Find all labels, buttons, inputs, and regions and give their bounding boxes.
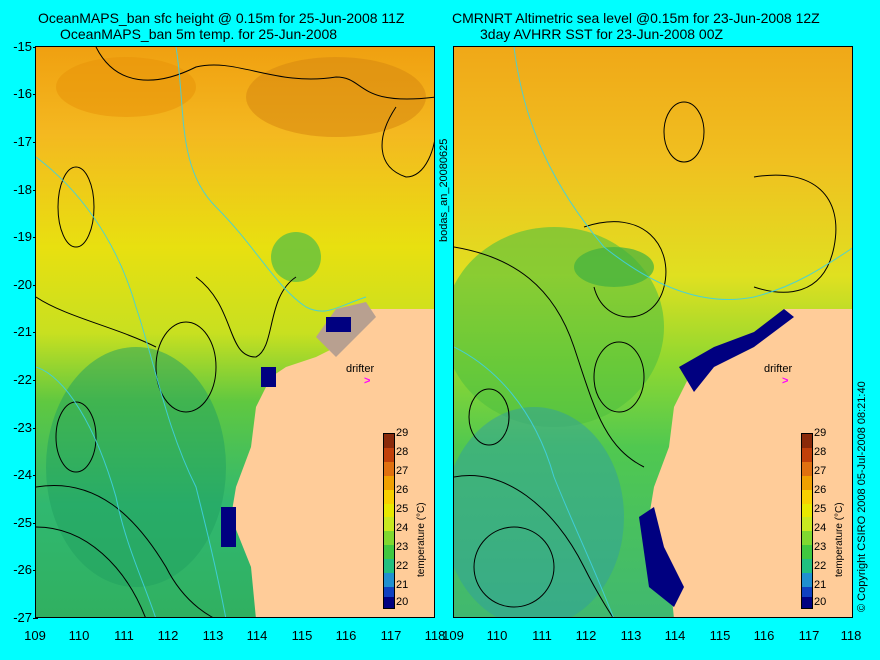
- right-colorbar: [801, 433, 813, 609]
- y-tick: -22: [2, 372, 38, 387]
- warm-patch: [246, 57, 426, 137]
- cold-upwelling: [679, 309, 794, 392]
- x-tick: 117: [380, 628, 402, 643]
- colorbar-tick: 23: [814, 541, 827, 553]
- x-tick: 112: [157, 628, 179, 643]
- depth-contours: [36, 47, 367, 617]
- left-map-panel: drifter > 29 28 27 26 25 24 23 22 21 20 …: [35, 46, 435, 618]
- y-tick: -27: [2, 610, 38, 625]
- colorbar-tick: 22: [396, 560, 409, 572]
- colorbar-title: temperature (°C): [416, 502, 427, 577]
- y-tick: -25: [2, 515, 38, 530]
- x-tick: 110: [68, 628, 90, 643]
- drifter-marker-icon: >: [364, 375, 371, 387]
- x-tick: 116: [335, 628, 357, 643]
- left-map-svg: [36, 47, 434, 617]
- cool-patch: [574, 247, 654, 287]
- x-tick: 111: [532, 628, 552, 643]
- center-label: bodas_an_20080625: [438, 138, 450, 242]
- left-title-line2: OceanMAPS_ban 5m temp. for 25-Jun-2008: [60, 26, 338, 42]
- x-tick: 113: [202, 628, 224, 643]
- sea-level-contours: [454, 101, 837, 617]
- drifter-marker-icon: >: [782, 375, 789, 387]
- colorbar-tick: 27: [814, 465, 827, 477]
- x-tick: 114: [246, 628, 268, 643]
- colorbar-tick: 22: [814, 560, 827, 572]
- colorbar-tick: 20: [814, 596, 827, 608]
- cool-patch: [46, 347, 226, 587]
- y-tick: -17: [2, 134, 38, 149]
- warm-patch: [56, 57, 196, 117]
- x-tick: 118: [424, 628, 446, 643]
- right-title-line2: 3day AVHRR SST for 23-Jun-2008 00Z: [480, 26, 724, 42]
- y-tick: -19: [2, 229, 38, 244]
- cold-coastal-cell: [261, 367, 276, 387]
- colorbar-tick: 25: [814, 503, 827, 515]
- x-tick: 109: [24, 628, 46, 643]
- x-tick: 116: [753, 628, 775, 643]
- colorbar-title: temperature (°C): [834, 502, 845, 577]
- left-title-line1: OceanMAPS_ban sfc height @ 0.15m for 25-…: [38, 10, 405, 26]
- colorbar-tick: 29: [396, 427, 409, 439]
- colorbar-tick: 21: [396, 579, 409, 591]
- copyright-label: © Copyright CSIRO 2008 05-Jul-2008 08:21…: [856, 381, 868, 612]
- depth-contours: [454, 47, 852, 617]
- x-tick: 111: [114, 628, 134, 643]
- y-tick: -21: [2, 324, 38, 339]
- colorbar-tick: 24: [396, 522, 409, 534]
- cold-coastal-cell: [221, 507, 236, 547]
- right-title-line1: CMRNRT Altimetric sea level @0.15m for 2…: [452, 10, 820, 26]
- x-tick: 113: [620, 628, 642, 643]
- y-tick: -23: [2, 420, 38, 435]
- x-tick: 117: [798, 628, 820, 643]
- x-tick: 112: [575, 628, 597, 643]
- cold-coastal-cell: [326, 317, 351, 332]
- cold-upwelling: [639, 507, 684, 607]
- x-tick: 115: [709, 628, 731, 643]
- right-map-svg: [454, 47, 852, 617]
- colorbar-tick: 29: [814, 427, 827, 439]
- x-tick: 114: [664, 628, 686, 643]
- y-tick: -26: [2, 562, 38, 577]
- y-tick: -20: [2, 277, 38, 292]
- y-tick: -24: [2, 467, 38, 482]
- sea-level-contours: [36, 47, 434, 617]
- colorbar-tick: 28: [396, 446, 409, 458]
- colorbar-tick: 20: [396, 596, 409, 608]
- y-tick: -16: [2, 86, 38, 101]
- left-colorbar: [383, 433, 395, 609]
- drifter-label: drifter: [346, 363, 375, 375]
- colorbar-tick: 25: [396, 503, 409, 515]
- colorbar-tick: 28: [814, 446, 827, 458]
- colorbar-tick: 27: [396, 465, 409, 477]
- colorbar-tick: 24: [814, 522, 827, 534]
- right-map-panel: drifter > 29 28 27 26 25 24 23 22 21 20 …: [453, 46, 853, 618]
- y-tick: -15: [2, 39, 38, 54]
- x-tick: 115: [291, 628, 313, 643]
- drifter-label: drifter: [764, 363, 793, 375]
- x-tick: 118: [840, 628, 862, 643]
- colorbar-tick: 26: [814, 484, 827, 496]
- y-tick: -18: [2, 182, 38, 197]
- x-tick: 109: [442, 628, 464, 643]
- colorbar-tick: 23: [396, 541, 409, 553]
- x-tick: 110: [486, 628, 508, 643]
- cool-patch: [271, 232, 321, 282]
- colorbar-tick: 21: [814, 579, 827, 591]
- colorbar-tick: 26: [396, 484, 409, 496]
- cool-patch: [454, 407, 624, 617]
